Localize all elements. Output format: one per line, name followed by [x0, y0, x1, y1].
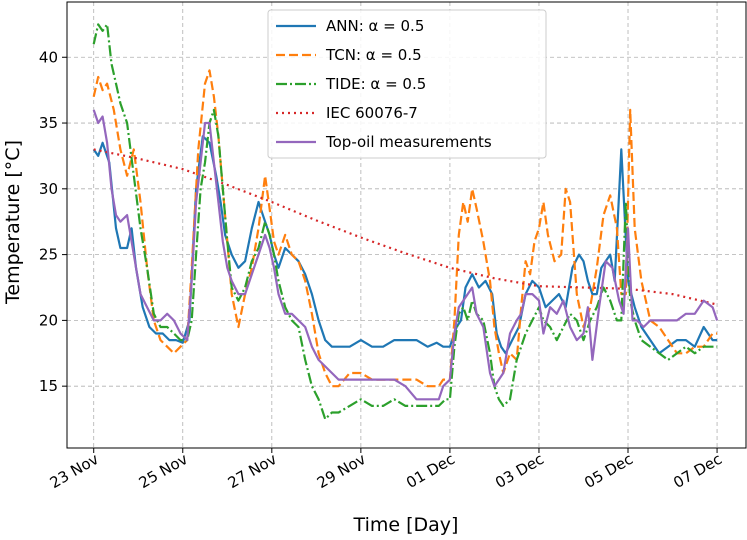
- legend-label: Top-oil measurements: [325, 133, 492, 151]
- series-line-5: [92, 109, 719, 401]
- legend-label: IEC 60076-7: [326, 104, 418, 122]
- x-tick-label: 07 Dec: [670, 450, 725, 492]
- series-layer: [92, 23, 719, 421]
- x-tick-label: 01 Dec: [403, 450, 458, 492]
- x-tick-label: 29 Nov: [314, 450, 369, 492]
- legend-label: TCN: α = 0.5: [325, 46, 422, 64]
- y-tick-label: 30: [39, 180, 58, 198]
- legend: ANN: α = 0.5 TCN: α = 0.5 TIDE: α = 0.5 IEC…: [267, 9, 547, 159]
- y-tick-label: 20: [39, 311, 58, 329]
- y-axis-label: Temperature [°C]: [2, 140, 24, 305]
- y-tick-label: 15: [39, 377, 58, 395]
- x-tick-label: 23 Nov: [47, 450, 102, 492]
- legend-box: [267, 9, 547, 159]
- plot-frame: [66, 1, 747, 449]
- x-axis-label: Time [Day]: [353, 514, 459, 536]
- legend-label: ANN: α = 0.5: [326, 17, 424, 35]
- x-tick-label: 03 Dec: [492, 450, 547, 492]
- y-tick-label: 35: [39, 114, 58, 132]
- y-tick-label: 25: [39, 246, 58, 264]
- x-tick-label: 05 Dec: [581, 450, 636, 492]
- series-line-4: [93, 148, 718, 306]
- y-tick-label: 40: [39, 48, 58, 66]
- x-tick-label: 25 Nov: [136, 450, 191, 492]
- legend-label: TIDE: α = 0.5: [325, 75, 426, 93]
- x-tick-label: 27 Nov: [225, 450, 280, 492]
- series-line-1: [92, 135, 718, 355]
